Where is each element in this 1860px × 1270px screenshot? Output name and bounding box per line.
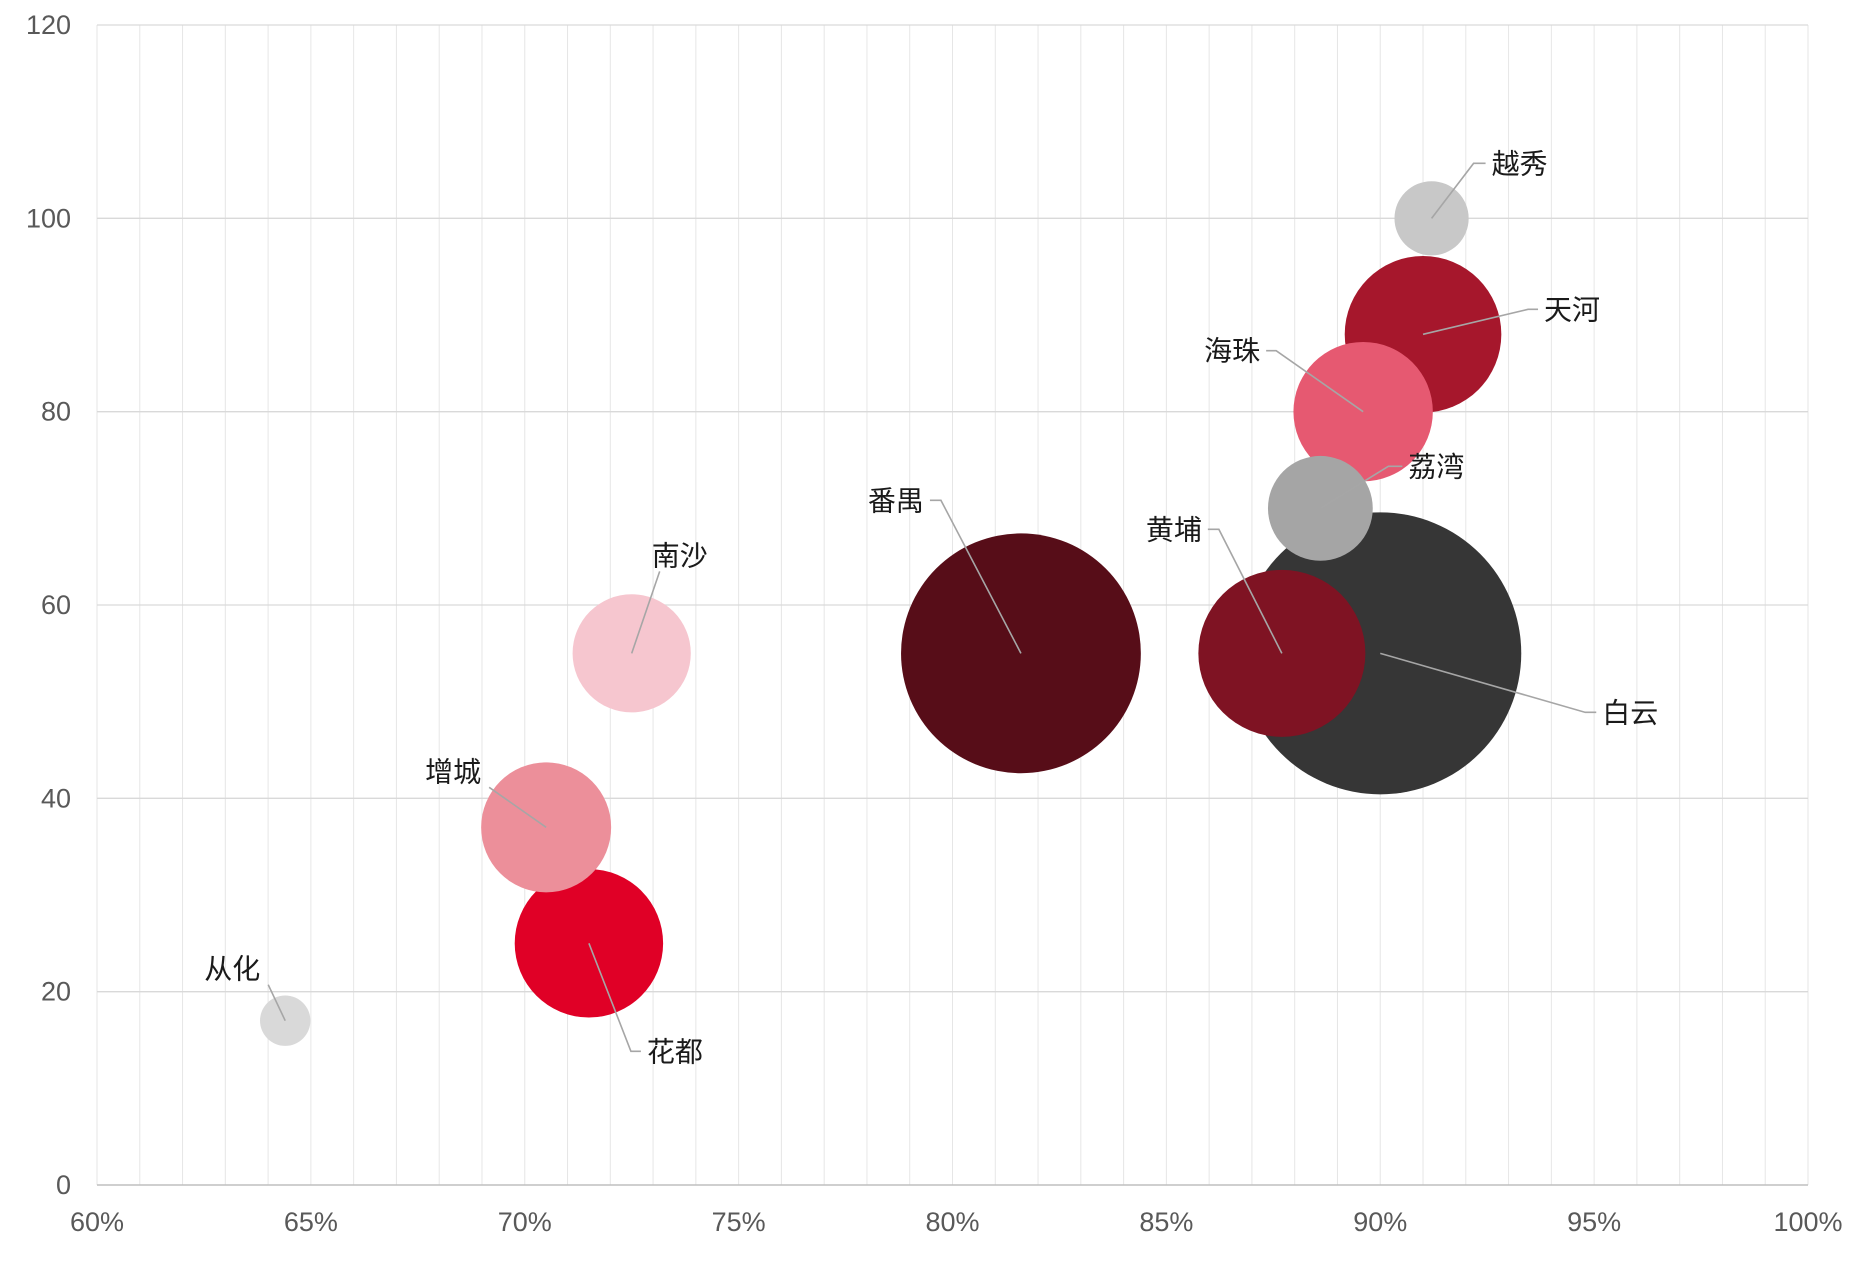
- y-tick-label: 40: [41, 783, 71, 813]
- leader-lines: [267, 162, 1597, 1053]
- x-tick-label: 85%: [1139, 1207, 1193, 1237]
- leader-line: [488, 786, 547, 828]
- bubble-南沙: [572, 594, 691, 713]
- x-tick-label: 95%: [1567, 1207, 1621, 1237]
- leader-line: [1266, 349, 1364, 413]
- x-tick-label: 100%: [1773, 1207, 1842, 1237]
- x-tick-label: 75%: [712, 1207, 766, 1237]
- bubble-越秀: [1394, 181, 1469, 256]
- leader-line: [588, 943, 641, 1053]
- x-tick-label: 70%: [498, 1207, 552, 1237]
- bubbles: [260, 181, 1522, 1046]
- bubble-label: 白云: [1602, 696, 1658, 729]
- y-tick-label: 60: [41, 590, 71, 620]
- axes: 0 20 40 60 80 100 120 60% 65% 70% 75% 80% 85% 90% 95% 1…: [26, 10, 1843, 1237]
- bubble-label: 从化: [204, 953, 260, 986]
- leader-line: [267, 984, 286, 1022]
- x-tick-label: 60%: [70, 1207, 124, 1237]
- bubble-label: 增城: [425, 755, 481, 788]
- leader-line: [1422, 308, 1539, 336]
- leader-line: [1430, 162, 1486, 219]
- y-tick-label: 120: [26, 10, 71, 40]
- leader-line: [630, 571, 661, 654]
- bubble-label: 天河: [1544, 293, 1600, 326]
- bubble-label: 南沙: [652, 539, 708, 572]
- bubble-海珠: [1293, 341, 1433, 482]
- y-tick-label: 100: [26, 203, 71, 233]
- leader-line: [1380, 652, 1597, 714]
- bubble-label: 番禺: [868, 484, 924, 517]
- bubble-label: 黄埔: [1146, 513, 1202, 546]
- y-tick-label: 20: [41, 977, 71, 1007]
- x-tick-label: 80%: [925, 1207, 979, 1237]
- bubble-label: 海珠: [1204, 335, 1260, 368]
- bubble-label: 花都: [647, 1035, 703, 1068]
- bubble-label: 荔湾: [1408, 450, 1464, 483]
- x-tick-label: 65%: [284, 1207, 338, 1237]
- bubble-label: 越秀: [1492, 147, 1548, 180]
- y-tick-label: 80: [41, 397, 71, 427]
- leader-line: [1319, 465, 1403, 510]
- leader-line: [1207, 528, 1283, 654]
- x-tick-label: 90%: [1353, 1207, 1407, 1237]
- y-tick-label: 0: [56, 1170, 71, 1200]
- leader-line: [929, 499, 1022, 654]
